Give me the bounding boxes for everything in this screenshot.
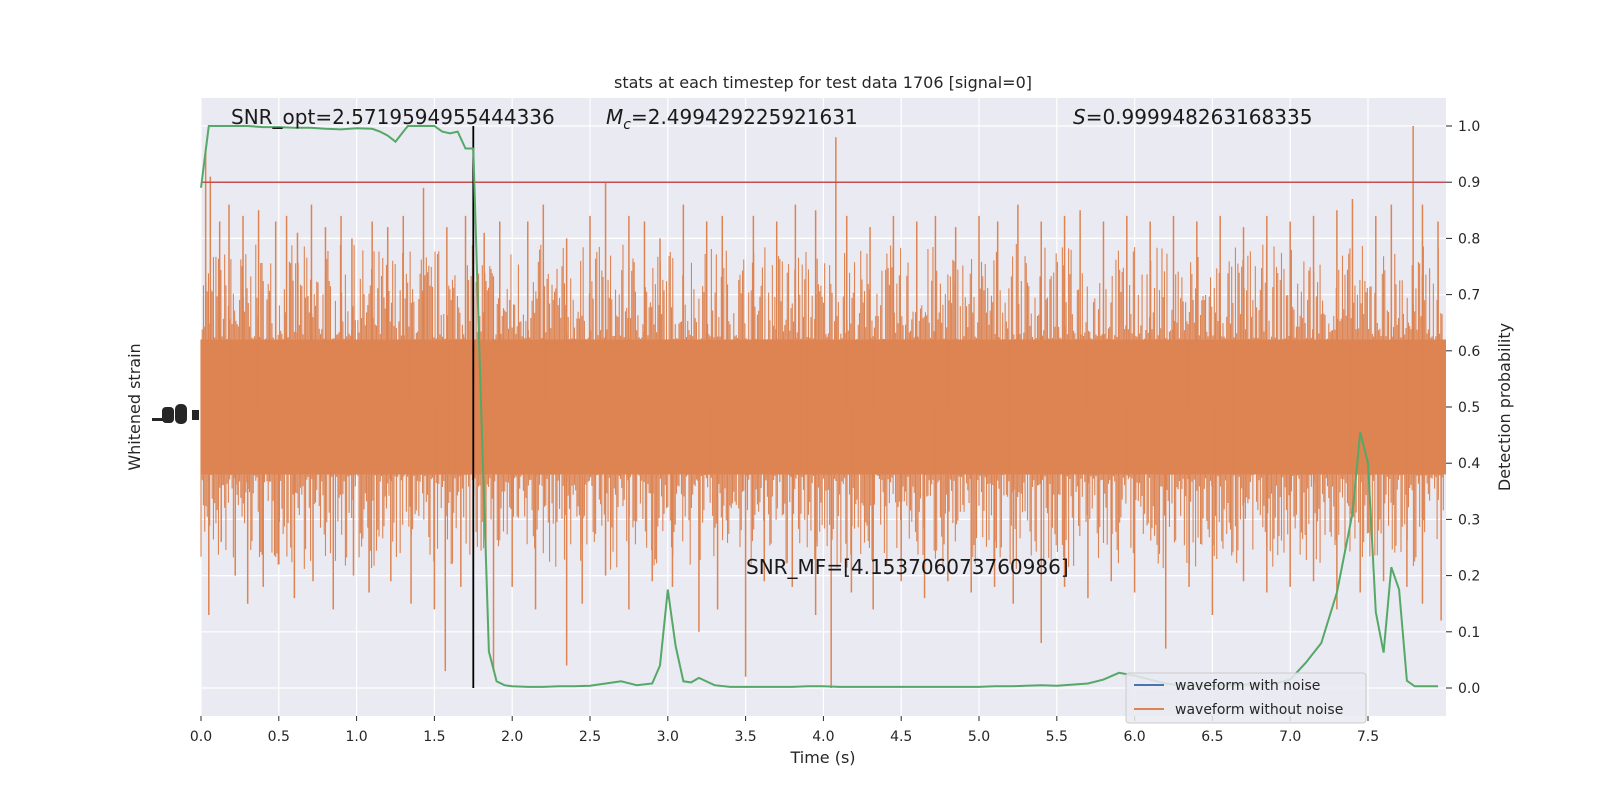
y-tick-label: 0.2 bbox=[1458, 569, 1480, 585]
y-tick-label: 0.3 bbox=[1458, 512, 1480, 528]
y-axis-label-left: Whitened strain bbox=[125, 343, 144, 470]
legend-label-without-noise: waveform without noise bbox=[1175, 702, 1343, 718]
x-tick-label: 3.0 bbox=[657, 729, 679, 745]
x-ticks: 0.0 0.5 1.0 1.5 2.0 2.5 3.0 3.5 4.0 4.5 5.0 5.5 6.0 6… bbox=[190, 716, 1379, 745]
y-axis-label-right: Detection probability bbox=[1495, 323, 1514, 491]
x-tick-label: 4.0 bbox=[812, 729, 834, 745]
x-tick-label: 6.5 bbox=[1201, 729, 1223, 745]
x-tick-label: 1.5 bbox=[423, 729, 445, 745]
y-tick-label: 1.0 bbox=[1458, 119, 1480, 135]
y-tick-label: 0.8 bbox=[1458, 231, 1480, 247]
x-tick-label: 3.5 bbox=[734, 729, 756, 745]
x-tick-label: 2.5 bbox=[579, 729, 601, 745]
y-tick-label: 0.1 bbox=[1458, 625, 1480, 641]
x-tick-label: 4.5 bbox=[890, 729, 912, 745]
y-tick-label: 0.9 bbox=[1458, 175, 1480, 191]
snr-mf-annotation: SNR_MF=[4.153706073760986] bbox=[746, 555, 1069, 579]
x-tick-label: 7.0 bbox=[1279, 729, 1301, 745]
mc-symbol: M bbox=[606, 105, 623, 129]
mc-annotation: Mc=2.499429225921631 bbox=[606, 105, 858, 133]
x-tick-label: 5.5 bbox=[1046, 729, 1068, 745]
legend-label-with-noise: waveform with noise bbox=[1175, 678, 1320, 694]
x-tick-label: 1.0 bbox=[345, 729, 367, 745]
legend-box bbox=[1125, 672, 1367, 724]
y-tick-label: 0.4 bbox=[1458, 456, 1480, 472]
x-tick-label: 7.5 bbox=[1357, 729, 1379, 745]
mc-subscript: c bbox=[623, 117, 631, 133]
x-tick-label: 6.0 bbox=[1123, 729, 1145, 745]
y-tick-label: 0.7 bbox=[1458, 288, 1480, 304]
strain-series bbox=[200, 126, 1446, 688]
x-tick-label: 5.0 bbox=[968, 729, 990, 745]
chart-title: stats at each timestep for test data 170… bbox=[614, 73, 1032, 92]
mc-value: =2.499429225921631 bbox=[631, 105, 858, 129]
y-tick-label: 0.0 bbox=[1458, 681, 1480, 697]
x-tick-label: 0.5 bbox=[268, 729, 290, 745]
x-tick-label: 0.0 bbox=[190, 729, 212, 745]
s-symbol: S bbox=[1073, 105, 1086, 129]
y-tick-label: 0.5 bbox=[1458, 400, 1480, 416]
x-tick-label: 2.0 bbox=[501, 729, 523, 745]
y-tick-label: 0.6 bbox=[1458, 344, 1480, 360]
left-axis-ticks-cluster bbox=[152, 404, 199, 424]
snr-opt-annotation: SNR_opt=2.5719594955444336 bbox=[231, 105, 555, 129]
legend: waveform with noise waveform without noi… bbox=[1125, 672, 1367, 724]
s-value: =0.999948263168335 bbox=[1086, 105, 1313, 129]
x-axis-label: Time (s) bbox=[789, 748, 855, 767]
s-annotation: S=0.999948263168335 bbox=[1073, 105, 1312, 129]
y-ticks-right: 0.0 0.1 0.2 0.3 0.4 0.5 0.6 0.7 0.8 0.9 1.0 bbox=[1446, 119, 1480, 697]
